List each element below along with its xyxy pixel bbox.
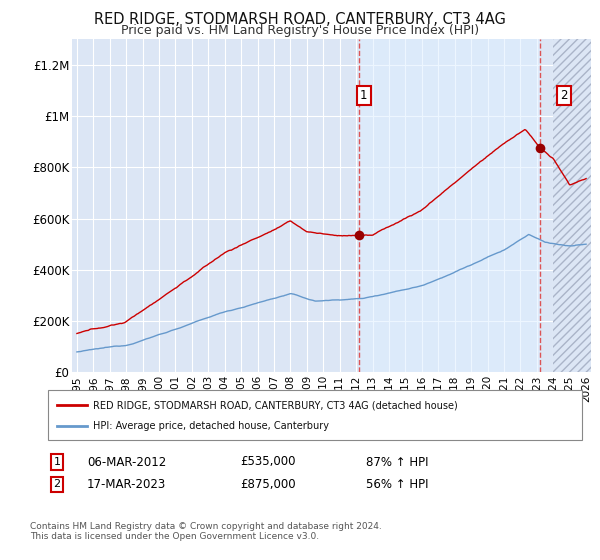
Text: RED RIDGE, STODMARSH ROAD, CANTERBURY, CT3 4AG: RED RIDGE, STODMARSH ROAD, CANTERBURY, C… (94, 12, 506, 27)
Text: £535,000: £535,000 (240, 455, 296, 469)
Text: 17-MAR-2023: 17-MAR-2023 (87, 478, 166, 491)
Text: 1: 1 (360, 89, 368, 102)
Text: 87% ↑ HPI: 87% ↑ HPI (366, 455, 428, 469)
Text: 06-MAR-2012: 06-MAR-2012 (87, 455, 166, 469)
Text: Price paid vs. HM Land Registry's House Price Index (HPI): Price paid vs. HM Land Registry's House … (121, 24, 479, 36)
Bar (553, 39, 591, 372)
Text: HPI: Average price, detached house, Canterbury: HPI: Average price, detached house, Cant… (93, 421, 329, 431)
Text: Contains HM Land Registry data © Crown copyright and database right 2024.
This d: Contains HM Land Registry data © Crown c… (30, 522, 382, 542)
Text: 56% ↑ HPI: 56% ↑ HPI (366, 478, 428, 491)
Text: £875,000: £875,000 (240, 478, 296, 491)
Bar (359, 39, 539, 372)
Text: 2: 2 (560, 89, 568, 102)
Text: 2: 2 (53, 479, 61, 489)
Text: RED RIDGE, STODMARSH ROAD, CANTERBURY, CT3 4AG (detached house): RED RIDGE, STODMARSH ROAD, CANTERBURY, C… (93, 400, 458, 410)
Text: 1: 1 (53, 457, 61, 467)
